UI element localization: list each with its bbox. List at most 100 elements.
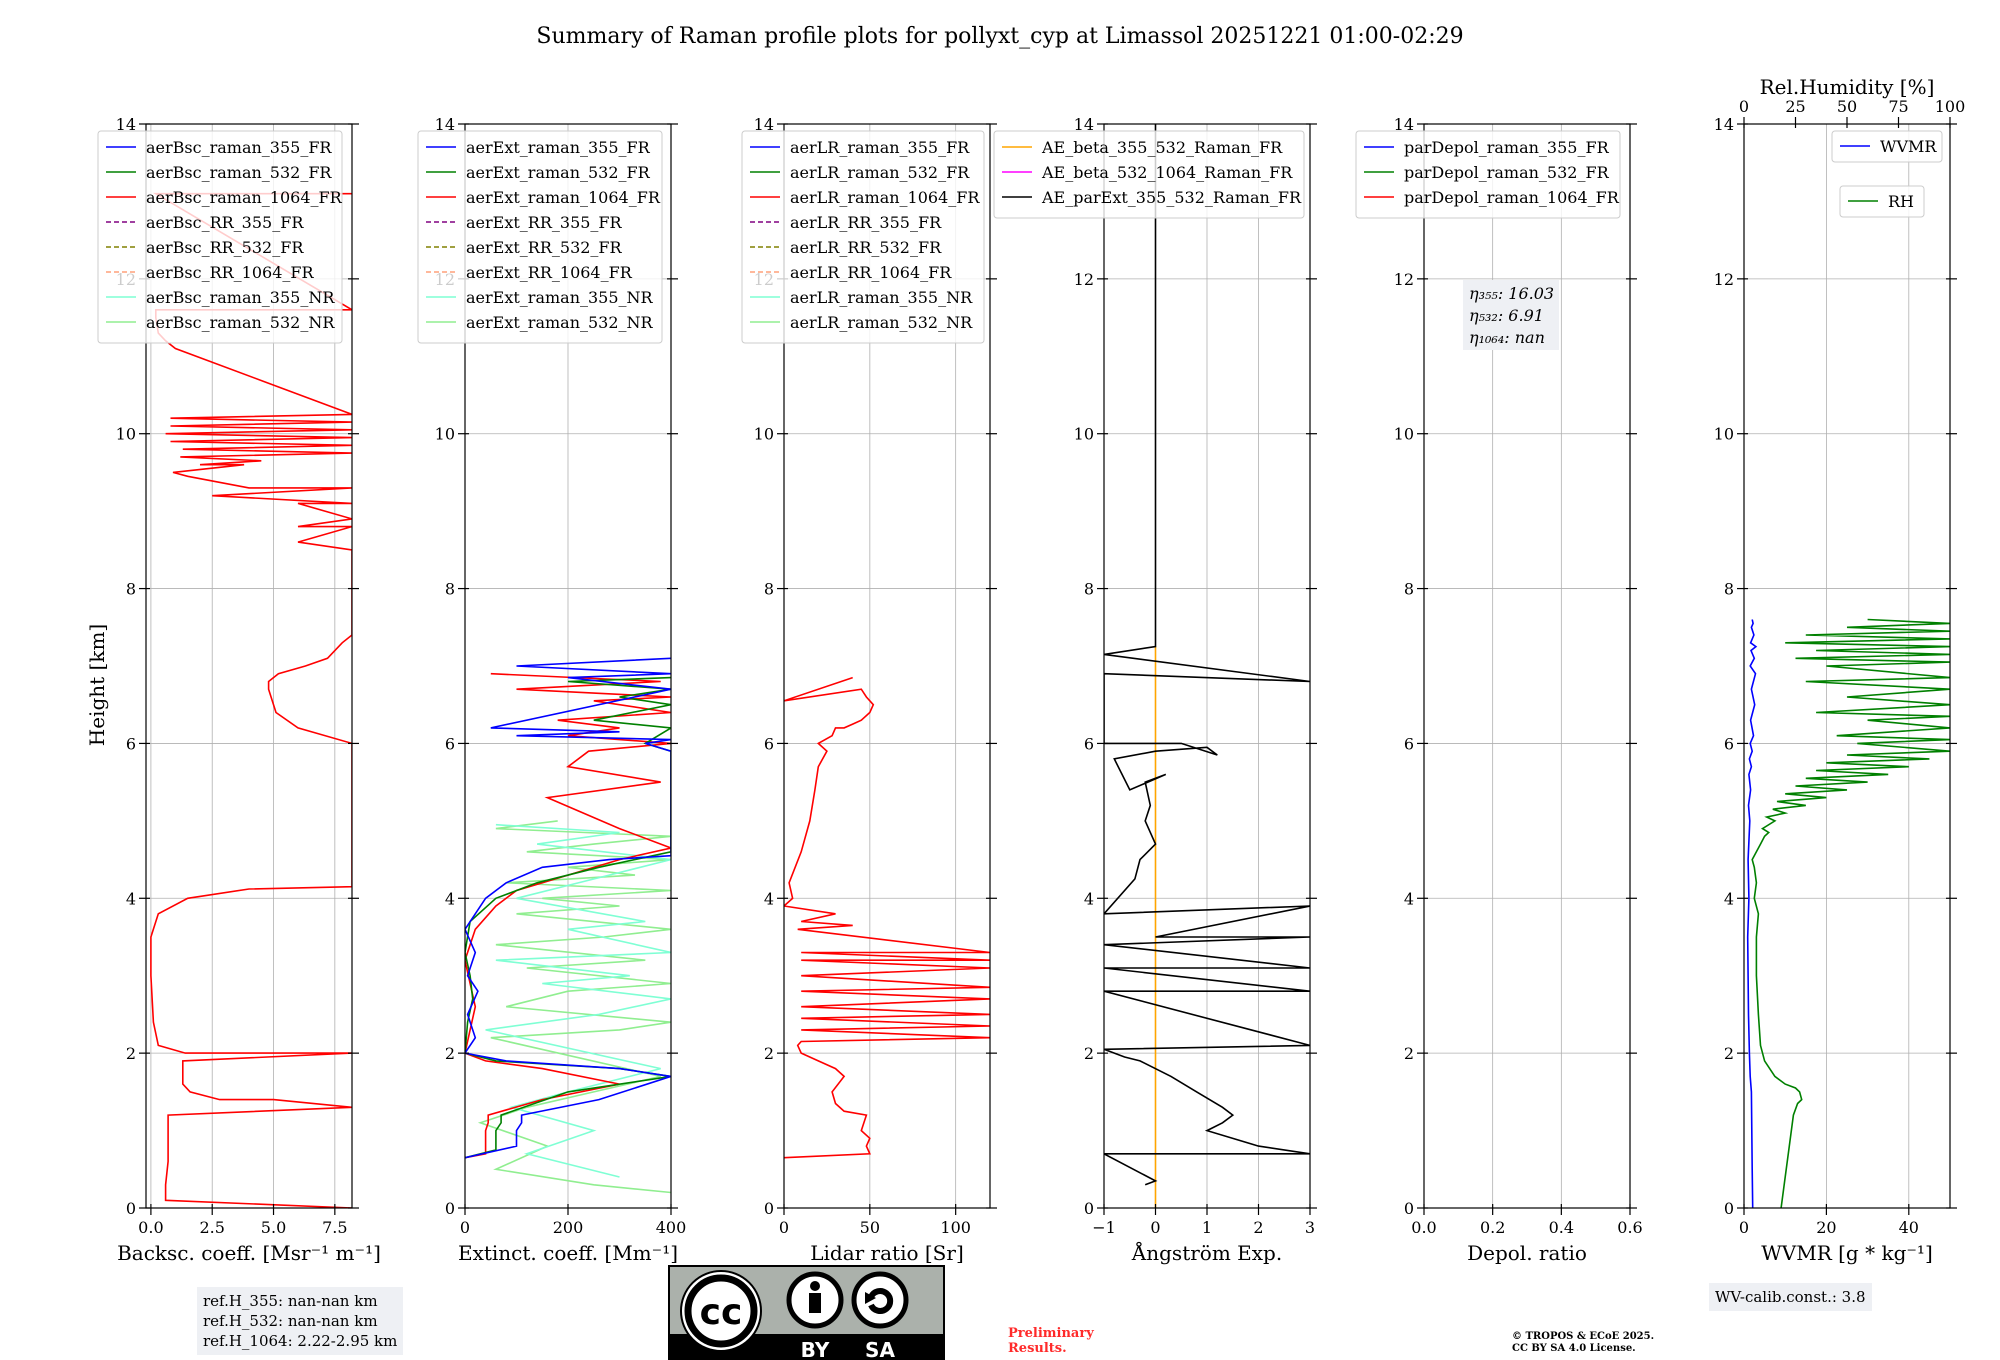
top-xtick-label: 0 — [1739, 97, 1749, 116]
legend-box — [741, 130, 985, 344]
cc-logo-text: cc — [700, 1292, 743, 1333]
eta-annotation: η₃₅₅: 16.03 η₅₃₂: 6.91 η₁₀₆₄: nan — [1463, 280, 1559, 350]
ytick-label: 6 — [1084, 734, 1094, 753]
copyright-line2: CC BY SA 4.0 License. — [1512, 1343, 1636, 1354]
preliminary-line1: Preliminary — [1008, 1326, 1094, 1341]
xtick-label: 0 — [460, 1218, 470, 1237]
series-aerExt_raman_355_NR — [485, 823, 671, 1178]
annotation-box — [1463, 280, 1559, 350]
series-group — [1104, 124, 1310, 1208]
ytick-label: 0 — [764, 1199, 774, 1218]
ytick-label: 14 — [435, 115, 455, 134]
legend-box — [993, 130, 1305, 219]
legend-box — [1355, 130, 1621, 219]
xtick-label: −1 — [1092, 1218, 1116, 1237]
legend-label: AE_beta_355_532_Raman_FR — [1041, 138, 1283, 157]
panel-ext: 024681012140200400Extinct. coeff. [Mm⁻¹]… — [417, 115, 687, 1265]
ytick-label: 10 — [1074, 425, 1094, 444]
refh-532: ref.H_532: nan-nan km — [203, 1312, 378, 1330]
cc-license-badge: cc BY SA — [668, 1265, 945, 1360]
y-axis-label: Height [km] — [85, 624, 109, 746]
top-xtick-label: 100 — [1935, 97, 1966, 116]
wv-calib-box: WV-calib.const.: 3.8 — [1709, 1283, 1872, 1311]
xtick-label: 0.0 — [138, 1218, 163, 1237]
legend-label: AE_parExt_355_532_Raman_FR — [1041, 188, 1302, 207]
legend-box — [1839, 185, 1925, 218]
xtick-label: 0 — [1739, 1218, 1749, 1237]
ytick-label: 2 — [764, 1044, 774, 1063]
xtick-label: 400 — [656, 1218, 687, 1237]
legend-ae: AE_beta_355_532_Raman_FR AE_beta_532_1064… — [993, 130, 1305, 219]
xtick-label: 2 — [1253, 1218, 1263, 1237]
legend-label: aerBsc_RR_355_FR — [146, 213, 304, 232]
xaxis-label: WVMR [g * kg⁻¹] — [1761, 1241, 1933, 1265]
ytick-label: 4 — [1084, 889, 1094, 908]
panel-depol: 0 2 4 6 8 10 12 14 0.0 0.2 0.4 0.6 Depol. ratio parDe… — [1355, 115, 1643, 1265]
legend-label: aerExt_raman_355_FR — [466, 138, 651, 157]
xaxis-label: Extinct. coeff. [Mm⁻¹] — [458, 1241, 678, 1265]
ytick-label: 6 — [1724, 734, 1734, 753]
xaxis-label: Lidar ratio [Sr] — [810, 1241, 964, 1265]
legend-label: aerLR_RR_1064_FR — [790, 263, 952, 282]
legend-label: aerExt_RR_355_FR — [466, 213, 623, 232]
ytick-label: 0 — [445, 1199, 455, 1218]
reference-height-box: ref.H_355: nan-nan km ref.H_532: nan-nan… — [197, 1287, 404, 1355]
xtick-label: 7.5 — [322, 1218, 347, 1237]
xtick-label: 50 — [860, 1218, 880, 1237]
sa-label: SA — [865, 1338, 895, 1360]
ytick-label: 6 — [126, 734, 136, 753]
ytick-label: 8 — [126, 580, 136, 599]
ytick-label: 14 — [1074, 115, 1094, 134]
series-RH — [1751, 618, 1950, 1208]
xtick-label: 2.5 — [199, 1218, 224, 1237]
eta-line: η₅₃₂: 6.91 — [1469, 306, 1544, 325]
xtick-label: 200 — [553, 1218, 584, 1237]
eta-line: η₁₀₆₄: nan — [1469, 328, 1545, 347]
legend-label: aerBsc_RR_532_FR — [146, 238, 304, 257]
ytick-label: 14 — [116, 115, 136, 134]
series-group — [1746, 618, 1950, 1208]
ytick-label: 10 — [116, 425, 136, 444]
axes-frame — [145, 123, 353, 1209]
ytick-label: 14 — [1394, 115, 1414, 134]
legend-box — [417, 130, 663, 344]
ytick-label: 6 — [445, 734, 455, 753]
ytick-label: 4 — [764, 889, 774, 908]
legend-label: aerExt_raman_532_NR — [466, 313, 654, 332]
legend-depol: parDepol_raman_355_FR parDepol_raman_532_… — [1355, 130, 1621, 219]
xtick-label: 0.2 — [1480, 1218, 1505, 1237]
top-xtick-label: 50 — [1837, 97, 1857, 116]
ytick-label: 2 — [1404, 1044, 1414, 1063]
wv-calib-const: WV-calib.const.: 3.8 — [1715, 1288, 1866, 1306]
legend-label: aerBsc_raman_1064_FR — [146, 188, 343, 207]
legend-label: aerBsc_raman_532_FR — [146, 163, 332, 182]
series-group — [150, 192, 352, 1208]
panel-wv: 0 2 4 6 8 10 12 14 0 20 40 WVMR [g * kg⁻¹] 0 25 50 75 10… — [1714, 75, 1966, 1265]
ytick-label: 8 — [445, 580, 455, 599]
legend-label: RH — [1888, 192, 1914, 211]
figure-title: Summary of Raman profile plots for polly… — [536, 24, 1463, 49]
legend-label: aerExt_raman_355_NR — [466, 288, 654, 307]
legend-label: parDepol_raman_1064_FR — [1404, 188, 1620, 207]
preliminary-results: Preliminary Results. — [1008, 1326, 1094, 1356]
ytick-label: 14 — [1714, 115, 1734, 134]
legend-box — [1831, 130, 1943, 163]
series-aerBsc_raman_1064_FR — [150, 192, 352, 1208]
legend-label: aerExt_raman_532_FR — [466, 163, 651, 182]
ytick-label: 2 — [1084, 1044, 1094, 1063]
legend-label: parDepol_raman_532_FR — [1404, 163, 1610, 182]
top-xtick-label: 75 — [1888, 97, 1908, 116]
legend-label: aerBsc_RR_1064_FR — [146, 263, 315, 282]
legend-label: aerLR_RR_355_FR — [790, 213, 942, 232]
xtick-label: 0.6 — [1617, 1218, 1642, 1237]
legend-label: AE_beta_532_1064_Raman_FR — [1041, 163, 1293, 182]
ytick-label: 4 — [1404, 889, 1414, 908]
ytick-label: 0 — [1404, 1199, 1414, 1218]
series-AE_parExt_355_532_Raman_FR — [1104, 124, 1310, 1186]
legend-label: aerExt_RR_1064_FR — [466, 263, 633, 282]
xtick-label: 3 — [1305, 1218, 1315, 1237]
copyright-line1: © TROPOS & ECoE 2025. — [1512, 1331, 1655, 1342]
ytick-label: 0 — [1084, 1199, 1094, 1218]
